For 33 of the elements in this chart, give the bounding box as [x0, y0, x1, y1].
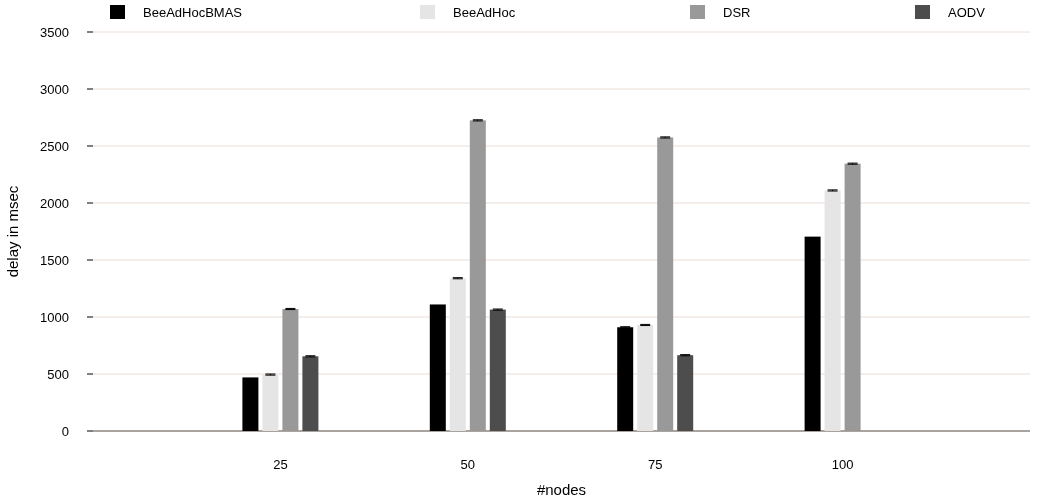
legend-label: DSR: [723, 4, 751, 20]
y-tick-label: 3000: [40, 81, 69, 97]
y-axis-title: delay in msec: [4, 185, 21, 278]
legend-label: BeeAdHoc: [453, 4, 516, 20]
x-tick-label: 25: [273, 457, 288, 472]
x-tick-label: 75: [647, 457, 663, 472]
bar: [617, 327, 634, 431]
bar: [804, 236, 821, 431]
bar: [489, 309, 506, 431]
bar: [449, 278, 466, 431]
bar: [469, 120, 486, 431]
y-tick-label: 0: [61, 423, 69, 439]
bar: [677, 355, 694, 431]
x-tick-label: 50: [460, 457, 476, 472]
x-tick-label: 100: [831, 457, 854, 472]
y-tick-label: 2000: [40, 195, 69, 211]
bar: [824, 190, 841, 431]
legend-label: AODV: [948, 4, 986, 20]
legend-label: BeeAdHocBMAS: [143, 4, 243, 20]
y-tick-label: 1000: [40, 309, 69, 325]
y-tick-label: 3500: [40, 24, 69, 40]
bar: [844, 163, 861, 431]
y-tick-label: 2500: [40, 138, 69, 154]
bar: [657, 137, 674, 431]
bar: [637, 324, 654, 431]
bar: [282, 309, 299, 431]
x-axis-title: #nodes: [536, 481, 587, 498]
bar: [262, 374, 279, 431]
bar: [429, 304, 446, 431]
y-tick-label: 500: [47, 366, 69, 382]
y-tick-label: 1500: [40, 252, 69, 268]
bar: [242, 377, 259, 431]
bar: [302, 356, 319, 431]
